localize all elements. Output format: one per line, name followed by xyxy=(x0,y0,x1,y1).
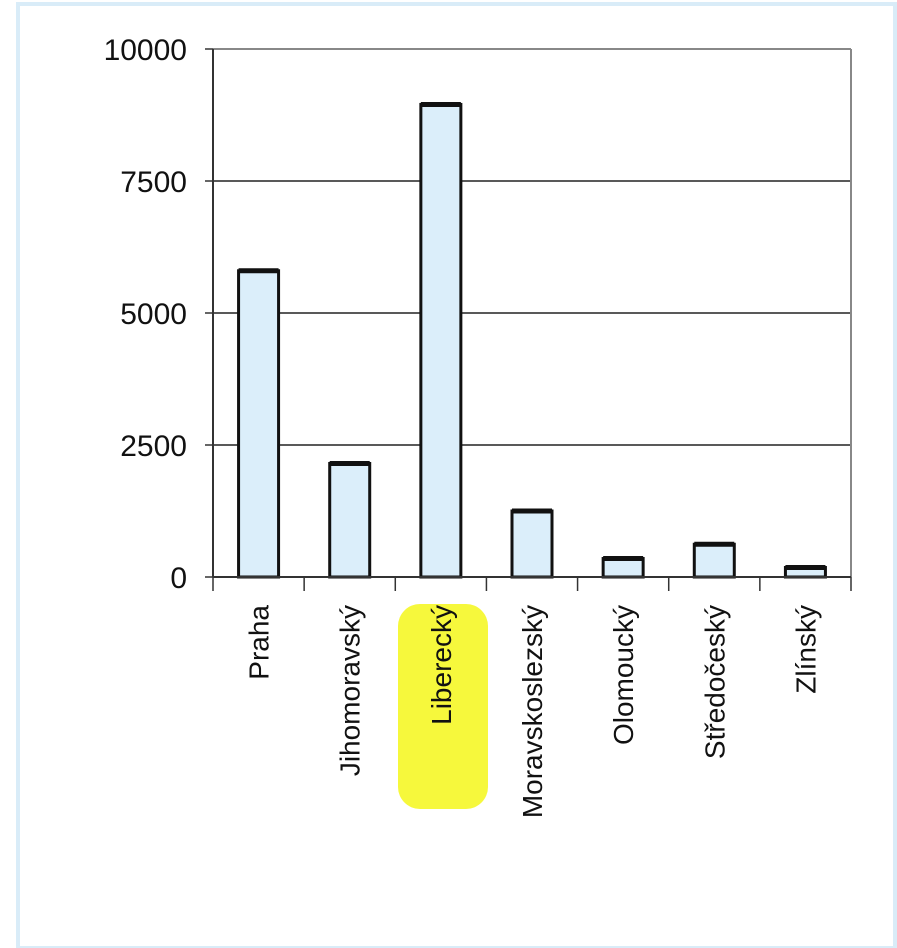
bars xyxy=(237,101,827,579)
y-tick-label: 2500 xyxy=(120,430,187,463)
x-tick-label: Liberecký xyxy=(426,605,457,725)
frame-border xyxy=(16,2,897,948)
x-tick-label: Praha xyxy=(244,605,275,680)
gridlines xyxy=(213,180,851,446)
x-tick-label: Moravskoslezský xyxy=(517,605,548,818)
bar-2 xyxy=(419,102,463,579)
x-tick-label: Středočeský xyxy=(699,605,730,759)
bar-0 xyxy=(237,269,281,579)
x-tick-label: Olomoucký xyxy=(608,605,639,745)
y-tick-label: 7500 xyxy=(120,166,187,199)
y-tick-label: 5000 xyxy=(120,298,187,331)
x-tick-labels: Praha Jihomoravský Liberecký Moravskoslezsk… xyxy=(244,605,822,819)
y-tick-label: 10000 xyxy=(104,34,187,67)
bar-1 xyxy=(328,461,372,579)
category-highlight xyxy=(398,604,488,809)
bar-3 xyxy=(510,509,554,579)
y-tick-labels: 0 2500 5000 7500 10000 xyxy=(104,34,213,595)
bar-4 xyxy=(601,557,645,579)
bar-5 xyxy=(692,542,736,579)
x-tick-label: Jihomoravský xyxy=(335,605,366,776)
y-tick-label: 0 xyxy=(170,562,187,595)
x-tick-label: Zlínský xyxy=(790,605,821,694)
